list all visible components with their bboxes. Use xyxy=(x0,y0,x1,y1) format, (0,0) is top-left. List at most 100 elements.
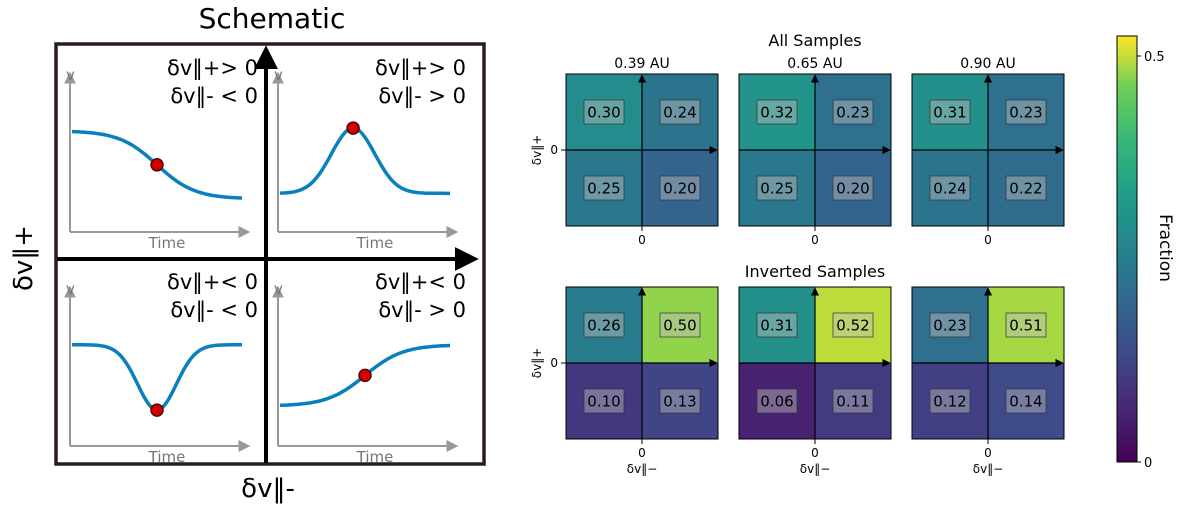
cell-value-label: 0.23 xyxy=(836,104,869,122)
cell-label-box xyxy=(929,312,971,338)
cell-label-box xyxy=(756,388,798,414)
heatmap-panel: 0.23 0.51 0.12 0.14 0 δv‖− xyxy=(911,286,1065,476)
quadrant-condition-1: δv‖+> 0 xyxy=(167,56,258,81)
velocity-curve xyxy=(72,343,242,412)
heatmap-cell xyxy=(988,363,1064,439)
cell-label-box xyxy=(756,175,798,201)
quadrant-condition-2: δv‖- < 0 xyxy=(170,84,258,109)
heatmap-panel: 0.30 0.24 0.25 0.20 0 0 0.39 AU xyxy=(550,56,719,247)
mini-v-label: v xyxy=(274,66,283,84)
cell-value-label: 0.25 xyxy=(587,180,620,198)
heatmap-cell xyxy=(566,150,642,226)
mini-time-label: Time xyxy=(356,234,394,252)
x-tick-label: 0 xyxy=(811,446,819,460)
marker-point xyxy=(150,158,164,172)
cell-label-box xyxy=(929,99,971,125)
chart-title-inverted-samples: Inverted Samples xyxy=(745,262,885,281)
colorbar-tick-label-high: 0.5 xyxy=(1144,50,1165,65)
heatmap-cell xyxy=(566,74,642,150)
cell-label-box xyxy=(756,99,798,125)
heatmap-cell xyxy=(988,150,1064,226)
cell-label-box xyxy=(659,99,701,125)
heatmap-panel: 0.32 0.23 0.25 0.20 0 0.65 AU xyxy=(738,56,892,247)
cell-value-label: 0.23 xyxy=(1009,104,1042,122)
heatmap-cell xyxy=(739,287,815,363)
cell-label-box xyxy=(583,175,625,201)
cell-label-box xyxy=(659,388,701,414)
cell-value-label: 0.11 xyxy=(836,393,869,411)
schematic-panel: Schematic δv‖+ δv‖- v Time δv‖+> 0 δv‖- < 0… xyxy=(9,2,486,504)
mini-v-label: v xyxy=(274,280,283,298)
cell-label-box xyxy=(583,99,625,125)
y-axis-label-top: δv‖+ xyxy=(530,135,544,166)
cell-value-label: 0.24 xyxy=(933,180,966,198)
cell-label-box xyxy=(583,312,625,338)
heatmap-cell xyxy=(815,74,891,150)
cell-label-box xyxy=(1005,388,1047,414)
x-tick-label: 0 xyxy=(984,446,992,460)
cell-value-label: 0.31 xyxy=(760,317,793,335)
mini-v-label: v xyxy=(66,66,75,84)
marker-point xyxy=(150,403,164,417)
cell-value-label: 0.23 xyxy=(933,317,966,335)
quadrant-condition-1: δv‖+< 0 xyxy=(375,270,466,295)
cell-value-label: 0.30 xyxy=(587,104,620,122)
velocity-curve xyxy=(279,126,450,196)
quadrant-condition-2: δv‖- > 0 xyxy=(378,84,466,109)
cell-label-box xyxy=(583,388,625,414)
schematic-y-label: δv‖+ xyxy=(9,225,39,291)
y-tick-label: 0 xyxy=(550,143,558,157)
heatmap-cell xyxy=(815,150,891,226)
colorbar-gradient xyxy=(1116,35,1138,463)
heatmap-cell xyxy=(642,363,718,439)
mini-v-label: v xyxy=(66,280,75,298)
x-tick-label: 0 xyxy=(638,233,646,247)
cell-value-label: 0.06 xyxy=(760,393,793,411)
cell-value-label: 0.25 xyxy=(760,180,793,198)
cell-label-box xyxy=(756,312,798,338)
quadrant-condition-2: δv‖- < 0 xyxy=(170,298,258,323)
schematic-x-label: δv‖- xyxy=(241,474,295,504)
cell-value-label: 0.20 xyxy=(836,180,869,198)
schematic-quadrant-lower-right: v Time δv‖+< 0 δv‖- > 0 xyxy=(272,270,466,466)
quadrant-condition-2: δv‖- > 0 xyxy=(378,298,466,323)
x-axis-label: δv‖− xyxy=(800,462,831,476)
heatmap-cell xyxy=(988,287,1064,363)
heatmap-cell xyxy=(815,363,891,439)
heatmap-cell xyxy=(642,287,718,363)
heatmap-cell xyxy=(912,150,988,226)
marker-point xyxy=(358,368,372,383)
x-axis-label: δv‖− xyxy=(973,462,1004,476)
schematic-quadrant-upper-left: v Time δv‖+> 0 δv‖- < 0 xyxy=(64,56,258,252)
cell-value-label: 0.10 xyxy=(587,393,620,411)
heatmap-cell xyxy=(739,150,815,226)
cell-value-label: 0.26 xyxy=(587,317,620,335)
cell-label-box xyxy=(832,312,874,338)
cell-value-label: 0.52 xyxy=(836,317,869,335)
chart-title-all-samples: All Samples xyxy=(768,31,861,50)
heatmap-cell xyxy=(912,363,988,439)
heatmap-panel: 0.31 0.52 0.06 0.11 0 δv‖− xyxy=(738,286,892,476)
heatmap-cell xyxy=(739,74,815,150)
heatmap-panel: 0.26 0.50 0.10 0.13 0 0 δv‖− xyxy=(550,286,719,476)
cell-label-box xyxy=(659,312,701,338)
x-axis-label: δv‖− xyxy=(627,462,658,476)
cell-label-box xyxy=(1005,99,1047,125)
x-tick-label: 0 xyxy=(638,446,646,460)
cell-value-label: 0.31 xyxy=(933,104,966,122)
y-tick-label: 0 xyxy=(550,356,558,370)
colorbar-tick-label-low: 0 xyxy=(1144,456,1152,471)
mini-time-label: Time xyxy=(148,234,186,252)
schematic-quadrant-lower-left: v Time δv‖+< 0 δv‖- < 0 xyxy=(64,270,258,466)
mini-time-label: Time xyxy=(148,448,186,466)
cell-label-box xyxy=(832,99,874,125)
heatmap-grid: 0.30 0.24 0.25 0.20 0 0 0.39 AU 0.32 0.23 0.25 0.2… xyxy=(550,56,1065,476)
cell-label-box xyxy=(929,388,971,414)
y-axis-label-bottom: δv‖+ xyxy=(530,348,544,379)
heatmap-cell xyxy=(739,363,815,439)
schematic-quadrant-upper-right: v Time δv‖+> 0 δv‖- > 0 xyxy=(272,56,466,252)
quadrant-condition-1: δv‖+> 0 xyxy=(375,56,466,81)
cell-value-label: 0.32 xyxy=(760,104,793,122)
cell-label-box xyxy=(832,175,874,201)
